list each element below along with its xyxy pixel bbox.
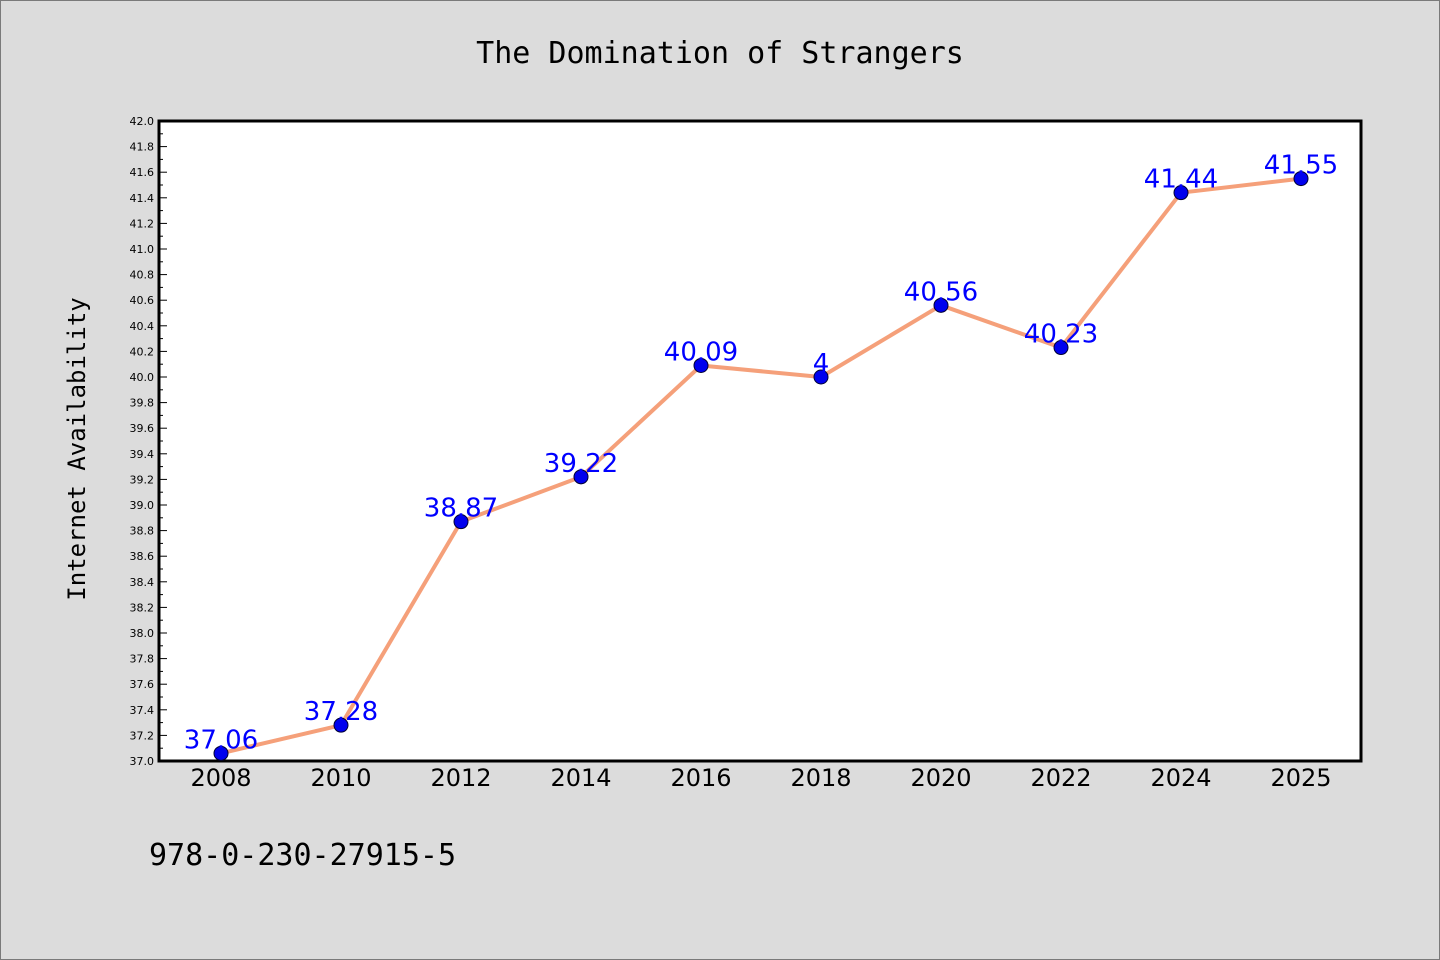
data-point-marker [333, 717, 349, 733]
x-tick-label: 2020 [910, 764, 971, 792]
data-label: 38.87 [424, 494, 498, 524]
y-tick-label: 39.0 [130, 499, 155, 512]
data-point-marker [813, 369, 829, 385]
y-tick-label: 41.2 [130, 217, 155, 230]
x-tick-label: 2010 [310, 764, 371, 792]
plot-area [157, 119, 1363, 763]
y-tick-label: 40.0 [130, 371, 155, 384]
y-tick-label: 37.6 [130, 678, 155, 691]
x-tick-label: 2025 [1270, 764, 1331, 792]
data-label: 4 [813, 349, 830, 379]
y-tick-label: 39.4 [130, 448, 155, 461]
data-label: 41.55 [1264, 151, 1338, 181]
y-tick-label: 40.6 [130, 294, 155, 307]
data-point-marker [1053, 340, 1069, 356]
y-tick-label: 38.8 [130, 525, 155, 538]
data-point-marker [933, 297, 949, 313]
y-tick-label: 37.2 [130, 729, 155, 742]
data-point-marker [573, 469, 589, 485]
y-axis-label: Internet Availability [63, 297, 91, 600]
y-tick-label: 42.0 [130, 115, 155, 128]
y-tick-label: 37.0 [130, 755, 155, 768]
x-tick-label: 2024 [1150, 764, 1211, 792]
series-layer [220, 176, 1302, 756]
chart-title: The Domination of Strangers [476, 36, 964, 71]
data-label: 37.06 [184, 725, 258, 755]
y-tick-label: 41.4 [130, 192, 155, 205]
y-tick-label: 40.2 [130, 345, 155, 358]
data-point-marker [453, 514, 469, 530]
x-tick-label: 2008 [190, 764, 251, 792]
data-label: 40.56 [904, 277, 978, 307]
y-tick-label: 41.8 [130, 141, 155, 154]
data-label: 40.23 [1024, 320, 1098, 350]
isbn-text: 978-0-230-27915-5 [149, 838, 456, 873]
y-tick-label: 38.4 [130, 576, 155, 589]
y-tick-label: 41.0 [130, 243, 155, 256]
y-tick-label: 39.2 [130, 473, 155, 486]
series-line [220, 176, 1302, 756]
y-tick-label: 40.4 [130, 320, 155, 333]
y-tick-label: 40.8 [130, 269, 155, 282]
x-tick-label: 2012 [430, 764, 491, 792]
data-label-layer: 37.06 37.28 38.87 39.22 40.09 4 40.56 40.23 41.4… [184, 151, 1338, 756]
data-label: 39.22 [544, 449, 618, 479]
x-tick-label: 2016 [670, 764, 731, 792]
data-point-marker [213, 745, 229, 761]
y-tick-label: 38.6 [130, 550, 155, 563]
data-point-marker [693, 357, 709, 373]
x-tick-label: 2018 [790, 764, 851, 792]
x-axis-ticks: 2008 2010 2012 2014 2016 2018 2020 2022 2024 2025 [190, 764, 1331, 792]
y-tick-label: 38.2 [130, 601, 155, 614]
y-tick-label: 41.6 [130, 166, 155, 179]
y-tick-label: 39.8 [130, 397, 155, 410]
data-label: 41.44 [1144, 165, 1218, 195]
y-tick-label: 38.0 [130, 627, 155, 640]
x-tick-label: 2014 [550, 764, 611, 792]
x-tick-label: 2022 [1030, 764, 1091, 792]
y-tick-label: 37.8 [130, 653, 155, 666]
data-label: 40.09 [664, 337, 738, 367]
y-tick-label: 37.4 [130, 704, 155, 717]
marker-layer [213, 171, 1309, 761]
y-axis-ticks: 37.0 37.2 37.4 37.6 37.8 38.0 38.2 38.4 38.6 38.8… [130, 115, 167, 768]
data-label: 37.28 [304, 697, 378, 727]
data-point-marker [1173, 185, 1189, 201]
y-tick-label: 39.6 [130, 422, 155, 435]
data-point-marker [1293, 171, 1309, 187]
